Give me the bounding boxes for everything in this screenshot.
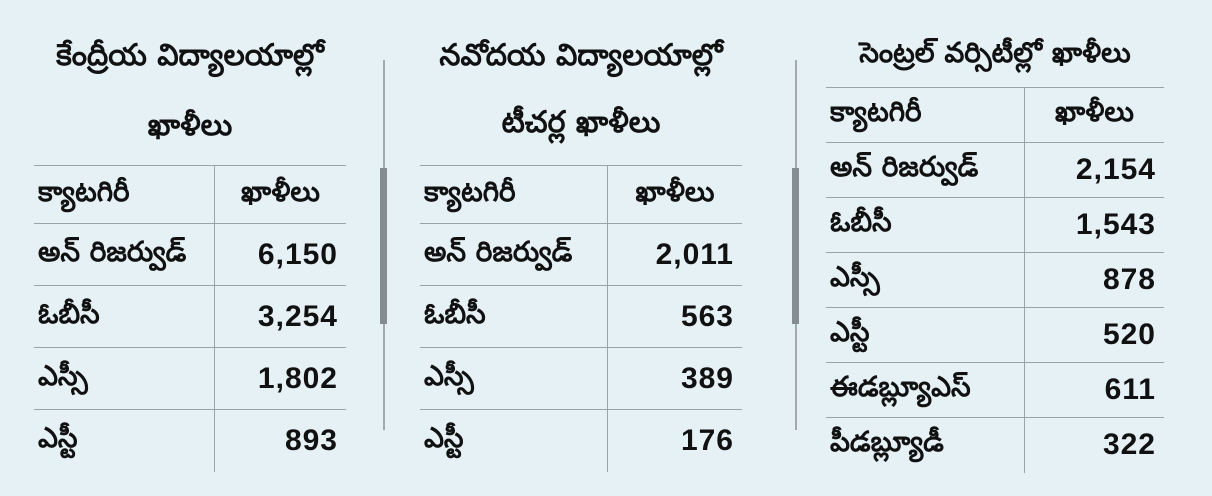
- vacancy-count-cell: 1,543: [1024, 197, 1164, 253]
- column-header-category: క్యాటగిరీ: [34, 165, 215, 224]
- category-cell: ఓబీసీ: [34, 285, 215, 348]
- section-title-line2: ఖాళీలు: [147, 108, 233, 143]
- vacancy-table: క్యాటగిరీ ఖాళీలు అన్ రిజర్వుడ్ 6,150 ఓబీ…: [34, 165, 346, 472]
- category-cell: ఓబీసీ: [826, 197, 1025, 253]
- table-row: అన్ రిజర్వుడ్ 6,150: [34, 223, 346, 286]
- table-row: ఎస్టీ 520: [826, 307, 1164, 363]
- table-header-row: క్యాటగిరీ ఖాళీలు: [826, 87, 1164, 143]
- category-cell: ఓబీసీ: [420, 285, 608, 348]
- table-row: పీడబ్ల్యూడీ 322: [826, 417, 1164, 473]
- vacancy-table: క్యాటగిరీ ఖాళీలు అన్ రిజర్వుడ్ 2,011 ఓబీ…: [420, 165, 742, 472]
- category-cell: ఎస్సీ: [826, 252, 1025, 308]
- vacancy-table: క్యాటగిరీ ఖాళీలు అన్ రిజర్వుడ్ 2,154 ఓబీ…: [826, 87, 1164, 473]
- column-header-vacancies: ఖాళీలు: [1024, 87, 1164, 143]
- vacancy-count-cell: 1,802: [214, 347, 346, 410]
- column-header-vacancies: ఖాళీలు: [607, 165, 742, 224]
- category-cell: అన్ రిజర్వుడ్: [34, 223, 215, 286]
- table-row: అన్ రిజర్వుడ్ 2,011: [420, 223, 742, 286]
- vacancy-count-cell: 893: [214, 409, 346, 472]
- navodaya-vidyalaya-section: నవోదయ విద్యాలయాల్లో టీచర్ల ఖాళీలు క్యాటగ…: [420, 0, 742, 496]
- table-row: ఎస్సీ 1,802: [34, 347, 346, 410]
- vacancy-count-cell: 322: [1024, 417, 1164, 473]
- vacancy-count-cell: 176: [607, 409, 742, 472]
- category-cell: అన్ రిజర్వుడ్: [826, 142, 1025, 198]
- vacancy-count-cell: 520: [1024, 307, 1164, 363]
- section-title-line1: కేంద్రీయ విద్యాలయాల్లో: [56, 38, 324, 73]
- section-title-line1: నవోదయ విద్యాలయాల్లో: [439, 38, 723, 73]
- table-row: ఎస్సీ 878: [826, 252, 1164, 308]
- vacancy-count-cell: 611: [1024, 362, 1164, 418]
- table-row: ఓబీసీ 563: [420, 285, 742, 348]
- section-title-line2: టీచర్ల ఖాళీలు: [501, 105, 661, 140]
- table-row: అన్ రిజర్వుడ్ 2,154: [826, 142, 1164, 198]
- section-title: సెంట్రల్ వర్సిటీల్లో ఖాళీలు: [859, 36, 1131, 69]
- table-header-row: క్యాటగిరీ ఖాళీలు: [420, 165, 742, 224]
- column-divider-accent: [380, 168, 387, 324]
- vacancy-count-cell: 878: [1024, 252, 1164, 308]
- vacancy-count-cell: 2,154: [1024, 142, 1164, 198]
- table-row: ఎస్టీ 893: [34, 409, 346, 472]
- category-cell: పీడబ్ల్యూడీ: [826, 417, 1025, 473]
- category-cell: ఎస్టీ: [420, 409, 608, 472]
- vacancy-count-cell: 3,254: [214, 285, 346, 348]
- kendriya-vidyalaya-section: కేంద్రీయ విద్యాలయాల్లో ఖాళీలు క్యాటగిరీ …: [34, 0, 346, 496]
- category-cell: ఎస్టీ: [826, 307, 1025, 363]
- column-header-vacancies: ఖాళీలు: [214, 165, 346, 224]
- category-cell: అన్ రిజర్వుడ్: [420, 223, 608, 286]
- column-divider-accent: [792, 168, 799, 324]
- vacancy-count-cell: 2,011: [607, 223, 742, 286]
- column-header-category: క్యాటగిరీ: [826, 87, 1025, 143]
- category-cell: ఈడబ్ల్యూఎస్: [826, 362, 1025, 418]
- table-row: ఈడబ్ల్యూఎస్ 611: [826, 362, 1164, 418]
- category-cell: ఎస్సీ: [420, 347, 608, 410]
- column-header-category: క్యాటగిరీ: [420, 165, 608, 224]
- table-row: ఓబీసీ 3,254: [34, 285, 346, 348]
- category-cell: ఎస్టీ: [34, 409, 215, 472]
- table-row: ఎస్సీ 389: [420, 347, 742, 410]
- vacancy-count-cell: 563: [607, 285, 742, 348]
- table-row: ఎస్టీ 176: [420, 409, 742, 472]
- table-row: ఓబీసీ 1,543: [826, 197, 1164, 253]
- central-university-section: సెంట్రల్ వర్సిటీల్లో ఖాళీలు క్యాటగిరీ ఖా…: [826, 0, 1164, 496]
- category-cell: ఎస్సీ: [34, 347, 215, 410]
- table-header-row: క్యాటగిరీ ఖాళీలు: [34, 165, 346, 224]
- vacancy-count-cell: 389: [607, 347, 742, 410]
- vacancy-count-cell: 6,150: [214, 223, 346, 286]
